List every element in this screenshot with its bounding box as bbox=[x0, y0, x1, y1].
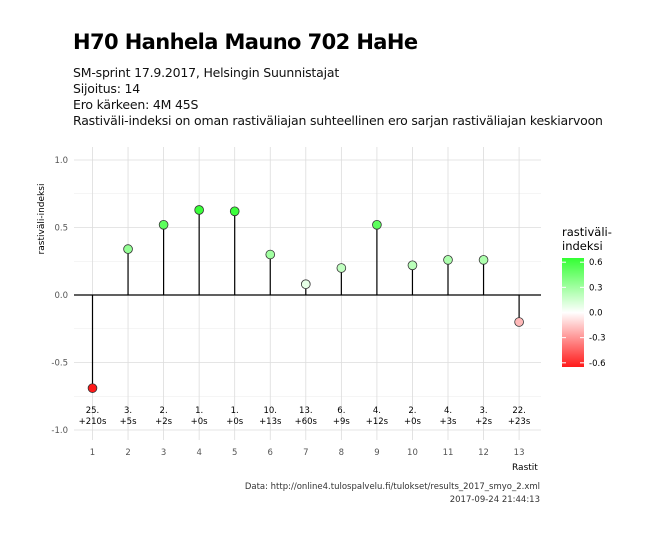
point-5 bbox=[229, 206, 240, 217]
time-label-12: +2s bbox=[475, 417, 493, 427]
x-tick-4: 4 bbox=[196, 448, 201, 458]
x-tick-2: 2 bbox=[125, 448, 130, 458]
caption-timestamp: 2017-09-24 21:44:13 bbox=[450, 495, 540, 505]
legend-tick-label-2: 0.0 bbox=[589, 309, 603, 319]
subtitle-rank: Sijoitus: 14 bbox=[73, 81, 141, 96]
point-7 bbox=[300, 279, 311, 290]
grid-lines bbox=[74, 147, 541, 440]
x-tick-5: 5 bbox=[232, 448, 237, 458]
legend: rastiväli- indeksi 0.6 0.3 0.0 -0.3 -0.6 bbox=[562, 225, 612, 369]
rank-label-2: 3. bbox=[124, 406, 132, 416]
time-label-5: +0s bbox=[226, 417, 244, 427]
point-3 bbox=[158, 220, 169, 230]
point-8 bbox=[336, 263, 347, 273]
point-11 bbox=[443, 255, 453, 265]
time-label-6: +13s bbox=[259, 417, 282, 427]
rank-label-6: 10. bbox=[263, 406, 277, 416]
rank-label-3: 2. bbox=[160, 406, 168, 416]
subtitle-description: Rastiväli-indeksi on oman rastiväliajan … bbox=[73, 113, 603, 128]
legend-tick-label-3: -0.3 bbox=[589, 334, 606, 344]
x-axis-title: Rastit bbox=[512, 463, 538, 473]
point-13 bbox=[514, 317, 524, 327]
chart-title: H70 Hanhela Mauno 702 HaHe bbox=[73, 30, 418, 54]
time-label-13: +23s bbox=[508, 417, 531, 427]
subtitle-race: SM-sprint 17.9.2017, Helsingin Suunnista… bbox=[73, 65, 340, 80]
x-tick-labels: 1 2 3 4 5 6 7 8 9 10 11 12 13 bbox=[90, 448, 525, 458]
x-tick-7: 7 bbox=[303, 448, 308, 458]
rank-label-4: 1. bbox=[195, 406, 203, 416]
legend-tick-label-4: -0.6 bbox=[589, 359, 606, 369]
y-tick-4: -1.0 bbox=[51, 426, 68, 436]
caption-source: Data: http://online4.tulospalvelu.fi/tul… bbox=[245, 482, 540, 492]
y-tick-labels: 1.0 0.5 0.0 -0.5 -1.0 bbox=[51, 156, 68, 436]
point-4 bbox=[194, 205, 204, 215]
time-label-9: +12s bbox=[366, 417, 389, 427]
time-label-11: +3s bbox=[440, 417, 458, 427]
legend-tick-label-1: 0.3 bbox=[589, 283, 603, 293]
rank-label-7: 13. bbox=[299, 406, 313, 416]
point-12 bbox=[478, 255, 489, 265]
time-label-3: +2s bbox=[155, 417, 173, 427]
rank-label-8: 6. bbox=[337, 406, 345, 416]
rank-label-1: 25. bbox=[86, 406, 100, 416]
legend-title-line-2: indeksi bbox=[562, 239, 603, 253]
rank-label-12: 3. bbox=[479, 406, 487, 416]
points bbox=[87, 205, 524, 393]
point-1 bbox=[87, 383, 98, 393]
rank-label-13: 22. bbox=[512, 406, 526, 416]
point-10 bbox=[407, 260, 418, 271]
x-tick-10: 10 bbox=[407, 448, 418, 458]
time-label-2: +5s bbox=[120, 417, 138, 427]
time-label-10: +0s bbox=[404, 417, 422, 427]
rank-label-10: 2. bbox=[408, 406, 416, 416]
y-tick-0: 1.0 bbox=[54, 156, 68, 166]
rank-label-5: 1. bbox=[231, 406, 239, 416]
x-tick-6: 6 bbox=[268, 448, 273, 458]
rank-label-9: 4. bbox=[373, 406, 381, 416]
legend-ticks: 0.6 0.3 0.0 -0.3 -0.6 bbox=[562, 258, 606, 369]
legend-tick-label-0: 0.6 bbox=[589, 258, 603, 268]
subtitle-gap: Ero kärkeen: 4M 45S bbox=[73, 97, 199, 112]
point-6 bbox=[265, 249, 276, 260]
x-tick-13: 13 bbox=[514, 448, 525, 458]
x-tick-3: 3 bbox=[161, 448, 166, 458]
time-label-1: +210s bbox=[79, 417, 107, 427]
stems bbox=[91, 209, 520, 389]
x-tick-9: 9 bbox=[374, 448, 379, 458]
data-labels: 25.+210s3.+5s2.+2s1.+0s1.+0s10.+13s13.+6… bbox=[79, 406, 531, 427]
y-tick-1: 0.5 bbox=[54, 224, 68, 234]
x-tick-11: 11 bbox=[443, 448, 454, 458]
y-axis-title: rastiväli-indeksi bbox=[37, 184, 47, 255]
point-2 bbox=[123, 244, 133, 254]
y-tick-3: -0.5 bbox=[51, 359, 68, 369]
rank-label-11: 4. bbox=[444, 406, 452, 416]
time-label-8: +9s bbox=[333, 417, 351, 427]
legend-title-line-1: rastiväli- bbox=[562, 225, 612, 239]
x-tick-8: 8 bbox=[339, 448, 344, 458]
y-tick-2: 0.0 bbox=[54, 291, 68, 301]
time-label-7: +60s bbox=[295, 417, 318, 427]
x-tick-1: 1 bbox=[90, 448, 95, 458]
point-9 bbox=[372, 220, 382, 230]
legend-colorbar bbox=[562, 258, 584, 367]
x-tick-12: 12 bbox=[478, 448, 489, 458]
time-label-4: +0s bbox=[191, 417, 209, 427]
